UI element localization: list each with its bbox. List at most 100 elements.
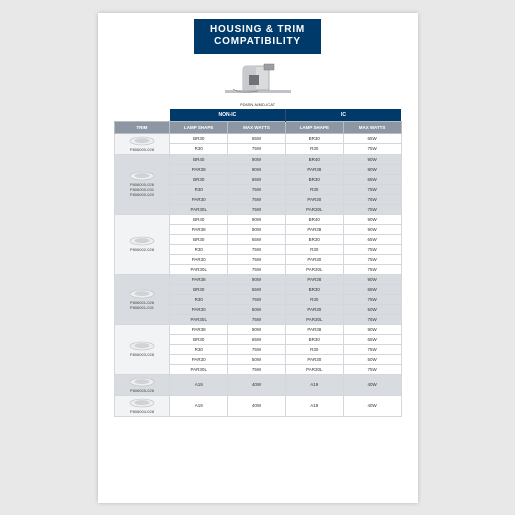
lamp-ic: PAR30L: [285, 364, 343, 374]
trim-label: P806003-028: [117, 352, 168, 357]
lamp-ic: PAR30L: [285, 204, 343, 214]
watts-nonic: 50W: [228, 354, 286, 364]
lamp-nonic: R30: [170, 294, 228, 304]
hero-image: PD6SN-N/MD-ICAT: [219, 60, 297, 107]
lamp-nonic: BR30: [170, 174, 228, 184]
watts-nonic: 50W: [228, 304, 286, 314]
lamp-ic: PAR30: [285, 354, 343, 364]
table-row: P806001-028P806001-031PAR3890WPAR3890W: [114, 274, 401, 284]
lamp-ic: PAR30: [285, 194, 343, 204]
lamp-nonic: PAR30L: [170, 204, 228, 214]
watts-nonic: 75W: [228, 264, 286, 274]
watts-nonic: 90W: [228, 324, 286, 334]
compatibility-page: HOUSING & TRIM COMPATIBILITY PD6SN-N/MD-…: [98, 13, 418, 503]
watts-nonic: 75W: [228, 204, 286, 214]
watts-ic: 90W: [343, 214, 401, 224]
watts-nonic: 75W: [228, 244, 286, 254]
trim-cell: P806002-028: [114, 214, 170, 274]
watts-nonic: 90W: [228, 274, 286, 284]
lamp-ic: PAR38: [285, 324, 343, 334]
watts-ic: 75W: [343, 194, 401, 204]
housing-icon: [219, 60, 297, 100]
watts-ic: 65W: [343, 234, 401, 244]
lamp-ic: BR30: [285, 174, 343, 184]
table-row: P806004-028A1940WA1940W: [114, 395, 401, 416]
table-row: P806003-028PAR3890WPAR3890W: [114, 324, 401, 334]
watts-nonic: 75W: [228, 314, 286, 324]
hdr-lamp-nonic: LAMP SHAPE: [170, 121, 228, 133]
lamp-nonic: PAR38: [170, 274, 228, 284]
supercol-ic: IC: [285, 109, 401, 122]
lamp-ic: PAR30L: [285, 314, 343, 324]
trim-label: P806001-031: [117, 305, 168, 310]
table-head: NON-IC IC TRIM LAMP SHAPE MAX WATTS LAMP…: [114, 109, 401, 134]
watts-ic: 40W: [343, 374, 401, 395]
lamp-ic: PAR38: [285, 224, 343, 234]
lamp-nonic: A19: [170, 395, 228, 416]
watts-nonic: 75W: [228, 184, 286, 194]
lamp-ic: PAR38: [285, 164, 343, 174]
table-row: P806000-028BR3065WBR3065W: [114, 133, 401, 144]
trim-cell: P806003-028: [114, 324, 170, 374]
lamp-nonic: R30: [170, 144, 228, 155]
trim-cell: P806000-028: [114, 133, 170, 154]
trim-label: P806000-028: [117, 147, 168, 152]
lamp-ic: BR30: [285, 234, 343, 244]
trim-label: P806002-028: [117, 247, 168, 252]
trim-cell: P806000-028P806000-031P806000-020: [114, 154, 170, 214]
lamp-nonic: R30: [170, 344, 228, 354]
trim-cell: P806001-028P806001-031: [114, 274, 170, 324]
trim-label: P806004-028: [117, 409, 168, 414]
watts-nonic: 90W: [228, 224, 286, 234]
blank-header: [114, 109, 170, 122]
watts-nonic: 75W: [228, 254, 286, 264]
header-row: TRIM LAMP SHAPE MAX WATTS LAMP SHAPE MAX…: [114, 121, 401, 133]
table-body: P806000-028BR3065WBR3065WR3075WR3075WP80…: [114, 133, 401, 417]
watts-ic: 75W: [343, 144, 401, 155]
lamp-ic: PAR30: [285, 304, 343, 314]
watts-nonic: 90W: [228, 164, 286, 174]
lamp-nonic: PAR38: [170, 324, 228, 334]
watts-nonic: 75W: [228, 194, 286, 204]
watts-nonic: 65W: [228, 174, 286, 184]
lamp-ic: R30: [285, 144, 343, 155]
watts-ic: 90W: [343, 224, 401, 234]
lamp-nonic: BR30: [170, 334, 228, 344]
watts-ic: 65W: [343, 174, 401, 184]
lamp-ic: R30: [285, 244, 343, 254]
lamp-nonic: PAR30L: [170, 264, 228, 274]
lamp-nonic: BR30: [170, 234, 228, 244]
watts-ic: 75W: [343, 204, 401, 214]
lamp-ic: PAR30: [285, 254, 343, 264]
supercol-row: NON-IC IC: [114, 109, 401, 122]
lamp-ic: A19: [285, 374, 343, 395]
watts-ic: 90W: [343, 164, 401, 174]
lamp-ic: A19: [285, 395, 343, 416]
lamp-ic: PAR30L: [285, 264, 343, 274]
watts-ic: 65W: [343, 334, 401, 344]
watts-nonic: 65W: [228, 334, 286, 344]
lamp-ic: PAR38: [285, 274, 343, 284]
lamp-nonic: PAR30L: [170, 314, 228, 324]
lamp-nonic: PAR30: [170, 354, 228, 364]
watts-ic: 75W: [343, 264, 401, 274]
lamp-ic: BR40: [285, 214, 343, 224]
watts-ic: 75W: [343, 244, 401, 254]
table-row: P806005-028A1940WA1940W: [114, 374, 401, 395]
watts-ic: 75W: [343, 294, 401, 304]
watts-nonic: 75W: [228, 344, 286, 354]
table-row: P806000-028P806000-031P806000-020BR4090W…: [114, 154, 401, 164]
watts-ic: 65W: [343, 133, 401, 144]
trim-cell: P806004-028: [114, 395, 170, 416]
lamp-ic: R30: [285, 294, 343, 304]
lamp-nonic: PAR38: [170, 164, 228, 174]
hdr-watts-ic: MAX WATTS: [343, 121, 401, 133]
supercol-nonic: NON-IC: [170, 109, 286, 122]
watts-nonic: 75W: [228, 364, 286, 374]
lamp-ic: BR30: [285, 334, 343, 344]
trim-cell: P806005-028: [114, 374, 170, 395]
trim-label: P806005-028: [117, 388, 168, 393]
watts-nonic: 40W: [228, 395, 286, 416]
watts-ic: 75W: [343, 344, 401, 354]
lamp-nonic: PAR30: [170, 254, 228, 264]
